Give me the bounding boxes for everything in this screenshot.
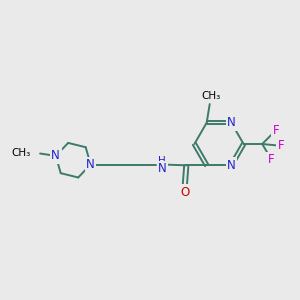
Text: CH₃: CH₃ [12, 148, 31, 158]
Text: F: F [268, 153, 274, 166]
Text: CH₃: CH₃ [202, 91, 221, 101]
Text: F: F [278, 139, 284, 152]
Text: N: N [51, 149, 60, 162]
Text: N: N [227, 159, 236, 172]
Text: N: N [86, 158, 95, 171]
Text: N: N [227, 116, 236, 129]
Text: O: O [180, 186, 189, 199]
Text: N: N [158, 162, 167, 176]
Text: H: H [158, 156, 166, 166]
Text: F: F [272, 124, 279, 137]
